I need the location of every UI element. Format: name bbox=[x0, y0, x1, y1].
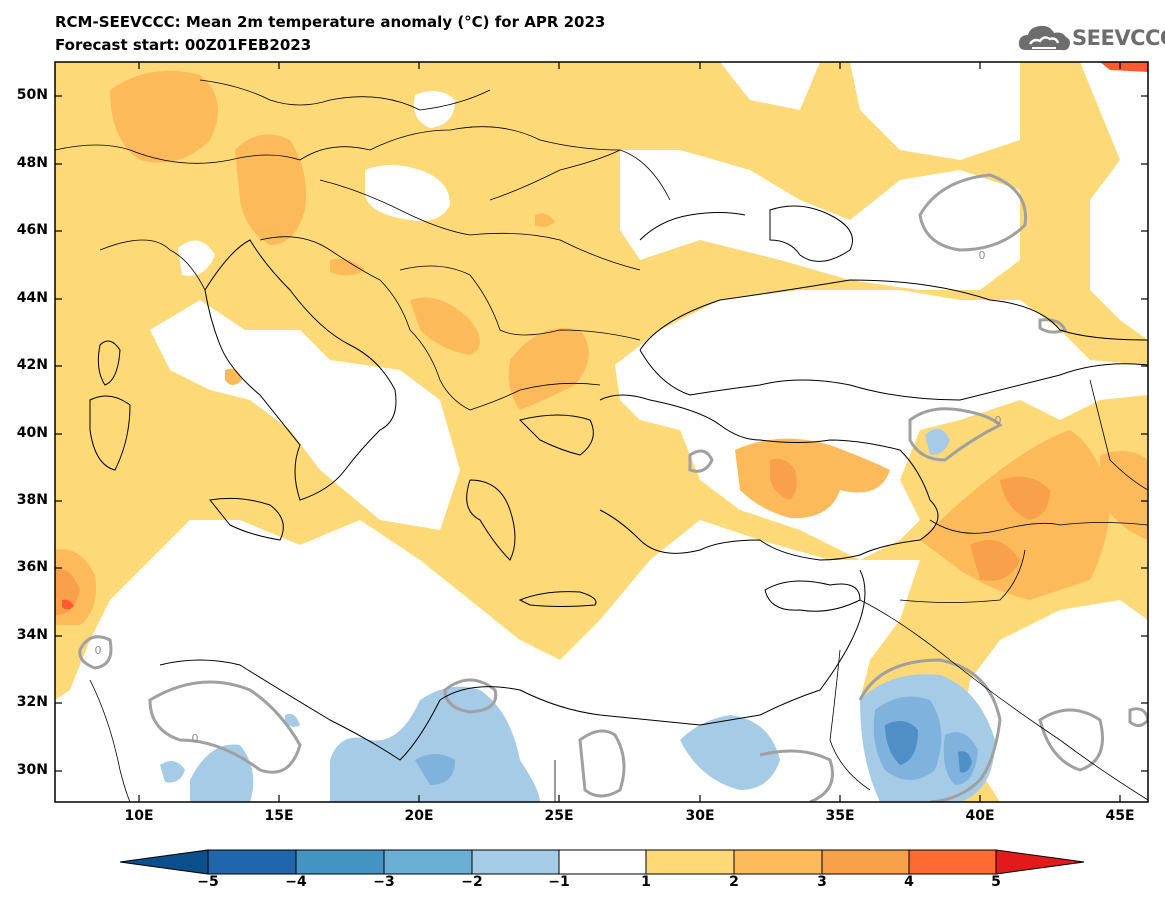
contour-label: 0 bbox=[979, 249, 986, 262]
lat-label: 46N bbox=[16, 222, 48, 238]
colorbar-segment bbox=[295, 849, 385, 875]
colorbar-label: −5 bbox=[197, 874, 219, 890]
chart-title: RCM-SEEVCCC: Mean 2m temperature anomaly… bbox=[55, 13, 606, 31]
lon-label: 10E bbox=[124, 808, 154, 824]
colorbar-segment bbox=[558, 849, 647, 875]
colorbar-segment bbox=[383, 849, 473, 875]
lon-label: 45E bbox=[1105, 808, 1135, 824]
colorbar-segment bbox=[821, 849, 910, 875]
colorbar-label: 2 bbox=[729, 874, 739, 890]
colorbar-label: 5 bbox=[991, 874, 1001, 890]
coastlines bbox=[89, 205, 1148, 761]
anomaly-neg3-neg4-areas bbox=[885, 721, 972, 773]
colorbar-label: −4 bbox=[285, 874, 307, 890]
colorbar-label: −1 bbox=[548, 874, 570, 890]
lon-label: 20E bbox=[404, 808, 434, 824]
contour-label: 0 bbox=[95, 644, 102, 657]
colorbar-label: 4 bbox=[904, 874, 914, 890]
colorbar-label: 3 bbox=[817, 874, 827, 890]
colorbar-segment bbox=[645, 849, 735, 875]
anomaly-3-4-areas bbox=[55, 458, 1050, 615]
colorbar-label: −3 bbox=[373, 874, 395, 890]
lat-label: 40N bbox=[16, 425, 48, 441]
lat-ticks bbox=[55, 95, 1148, 772]
lon-label: 40E bbox=[965, 808, 995, 824]
lon-label: 25E bbox=[544, 808, 574, 824]
anomaly-4-5-area bbox=[1100, 62, 1148, 72]
seevccc-logo: SEEVCCC bbox=[1018, 22, 1165, 56]
logo-text: SEEVCCC bbox=[1072, 26, 1165, 50]
lat-label: 32N bbox=[16, 694, 48, 710]
lat-label: 36N bbox=[16, 559, 48, 575]
forecast-start: Forecast start: 00Z01FEB2023 bbox=[55, 36, 312, 54]
map-frame bbox=[54, 61, 1149, 803]
lat-label: 38N bbox=[16, 492, 48, 508]
colorbar-label: −2 bbox=[461, 874, 483, 890]
lat-label: 30N bbox=[16, 762, 48, 778]
anomaly-2-3-areas bbox=[55, 70, 1148, 625]
lon-ticks bbox=[138, 62, 1121, 802]
zero-contours bbox=[78, 173, 1148, 802]
lat-label: 34N bbox=[16, 627, 48, 643]
lat-label: 50N bbox=[16, 87, 48, 103]
lat-label: 42N bbox=[16, 357, 48, 373]
contour-label: 0 bbox=[995, 414, 1002, 427]
colorbar-segment bbox=[207, 849, 297, 875]
colorbar bbox=[119, 849, 1085, 875]
lat-label: 48N bbox=[16, 155, 48, 171]
lon-label: 35E bbox=[825, 808, 855, 824]
country-borders bbox=[55, 79, 1148, 802]
colorbar-segment bbox=[908, 849, 997, 875]
lon-label: 30E bbox=[685, 808, 715, 824]
cloud-icon bbox=[1018, 25, 1070, 51]
colorbar-segment bbox=[733, 849, 823, 875]
colorbar-under-arrow bbox=[119, 849, 209, 875]
colorbar-over-arrow bbox=[995, 849, 1085, 875]
colorbar-label: 1 bbox=[641, 874, 651, 890]
anomaly-4-5-area-west bbox=[62, 599, 74, 610]
contour-label: 0 bbox=[192, 732, 199, 745]
lon-label: 15E bbox=[264, 808, 294, 824]
lat-label: 44N bbox=[16, 290, 48, 306]
colorbar-segment bbox=[471, 849, 560, 875]
